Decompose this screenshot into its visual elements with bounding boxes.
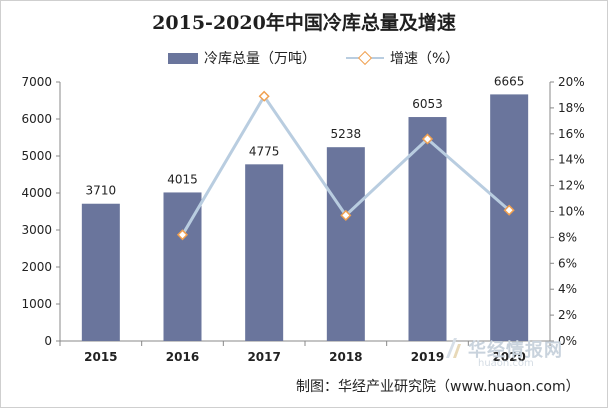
watermark-subtext: huaon.com xyxy=(478,358,534,369)
x-tick-label: 2018 xyxy=(329,350,362,364)
legend-line-swatch xyxy=(346,50,384,66)
bar-2016 xyxy=(163,192,202,341)
y-left-tick-label: 7000 xyxy=(21,75,52,89)
legend-bar-label: 冷库总量（万吨） xyxy=(204,51,316,67)
chart-title: 2015-2020年中国冷库总量及增速 xyxy=(152,12,456,34)
bar-2017 xyxy=(245,164,284,341)
y-right-tick-label: 0% xyxy=(558,334,577,348)
x-tick-label: 2016 xyxy=(166,350,199,364)
y-left-tick-label: 4000 xyxy=(21,186,52,200)
growth-rate-marker xyxy=(340,209,352,221)
y-right-tick-label: 16% xyxy=(558,127,585,141)
y-right-tick-label: 8% xyxy=(558,230,577,244)
y-right-tick-label: 4% xyxy=(558,282,577,296)
legend-item-bar: 冷库总量（万吨） xyxy=(168,48,316,68)
y-right-tick-label: 6% xyxy=(558,256,577,270)
bar-2018 xyxy=(326,147,365,341)
y-left-tick-label: 1000 xyxy=(21,297,52,311)
y-left-tick-label: 3000 xyxy=(21,223,52,237)
watermark-logo-icon xyxy=(446,338,461,358)
y-right-tick-label: 10% xyxy=(558,205,585,219)
bar-value-label: 6665 xyxy=(494,74,525,88)
bar-2015 xyxy=(81,203,120,341)
watermark-text: 华经情报网 xyxy=(468,340,563,361)
x-tick-label: 2019 xyxy=(411,350,444,364)
y-right-tick-label: 14% xyxy=(558,153,585,167)
legend-line-label: 增速（%） xyxy=(390,51,460,67)
source-note: 制图：华经产业研究院（www.huaon.com） xyxy=(296,379,580,395)
growth-rate-marker xyxy=(503,204,515,216)
y-right-tick-label: 18% xyxy=(558,101,585,115)
bar-value-label: 4775 xyxy=(249,144,280,158)
y-right-tick-label: 20% xyxy=(558,75,585,89)
bar-2019 xyxy=(408,117,447,341)
growth-rate-marker xyxy=(258,90,270,102)
x-tick-label: 2017 xyxy=(247,350,280,364)
bar-value-label: 3710 xyxy=(86,184,117,198)
bar-value-label: 4015 xyxy=(167,172,198,186)
y-left-tick-label: 2000 xyxy=(21,260,52,274)
y-right-tick-label: 12% xyxy=(558,179,585,193)
bar-value-label: 6053 xyxy=(412,97,443,111)
legend-bar-swatch xyxy=(168,52,198,64)
y-left-tick-label: 0 xyxy=(44,334,52,348)
y-left-tick-label: 6000 xyxy=(21,112,52,126)
y-left-tick-label: 5000 xyxy=(21,149,52,163)
bar-2020 xyxy=(490,94,529,342)
bar-value-label: 5238 xyxy=(331,127,362,141)
x-tick-label: 2015 xyxy=(84,350,117,364)
chart-legend: 冷库总量（万吨） 增速（%） xyxy=(168,48,489,68)
y-right-tick-label: 2% xyxy=(558,308,577,322)
legend-item-line: 增速（%） xyxy=(346,48,459,68)
growth-rate-marker xyxy=(421,133,434,145)
growth-rate-marker xyxy=(176,229,189,241)
x-tick-label: 2020 xyxy=(492,350,525,364)
